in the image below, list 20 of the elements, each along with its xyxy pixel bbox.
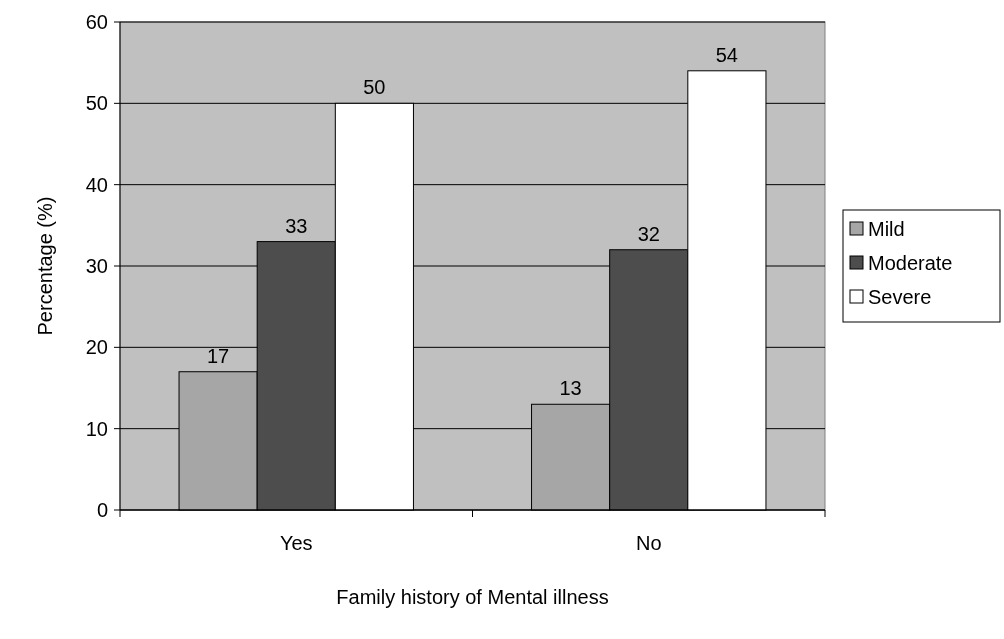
x-tick-label: No (635, 532, 662, 554)
data-label: 54 (715, 43, 739, 66)
data-label: 17 (206, 344, 230, 367)
y-tick-label: 20 (85, 336, 108, 359)
legend-label: Moderate (868, 252, 953, 274)
y-tick-label: 50 (85, 92, 108, 115)
data-label: 33 (285, 214, 308, 237)
legend-label: Severe (868, 286, 932, 308)
y-tick-label: 30 (85, 255, 108, 277)
data-label: 13 (559, 377, 582, 400)
y-axis-title: Percentage (%) (34, 196, 56, 336)
x-axis-title: Family history of Mental illness (336, 586, 609, 608)
y-tick-label: 0 (96, 499, 108, 521)
y-tick-label: 60 (85, 11, 108, 33)
y-tick-label: 40 (85, 173, 108, 196)
legend-label: Mild (868, 218, 905, 240)
y-tick-label: 10 (85, 417, 108, 440)
data-label: 32 (637, 222, 660, 245)
x-tick-label: Yes (279, 532, 313, 554)
data-label: 50 (363, 76, 386, 99)
